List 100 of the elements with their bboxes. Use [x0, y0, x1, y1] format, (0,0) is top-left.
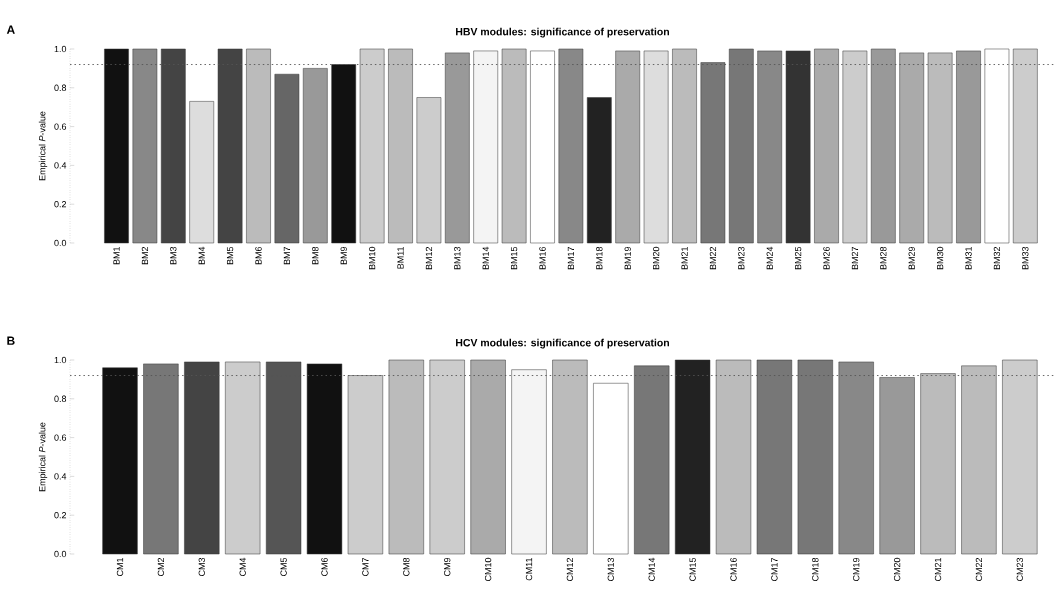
- x-tick-label: CM2: [157, 557, 165, 576]
- x-tick-label: CM3: [198, 557, 205, 576]
- bar: [615, 50, 641, 244]
- x-tick-label: BM1: [113, 246, 120, 265]
- x-tick-label: CM1: [116, 557, 124, 576]
- y-tick-label: 0.0: [54, 550, 67, 558]
- x-tick-label: CM20: [893, 557, 901, 581]
- x-tick-label: BM5: [226, 246, 234, 265]
- bar: [530, 50, 555, 244]
- bar: [274, 73, 300, 244]
- y-tick-label: 0.4: [54, 473, 67, 480]
- bar: [246, 48, 271, 244]
- y-tick-label: 0.2: [54, 201, 67, 208]
- x-tick-label: CM23: [1016, 557, 1023, 581]
- x-tick-label: CM19: [853, 557, 860, 581]
- x-tick-label: BM33: [1022, 246, 1029, 270]
- bar: [984, 48, 1010, 244]
- y-tick-label: 0.4: [54, 162, 67, 169]
- bar: [1012, 48, 1038, 244]
- x-tick-label: BM26: [823, 246, 830, 270]
- y-tick-label: 0.8: [54, 395, 67, 402]
- x-tick-label: BM11: [397, 246, 404, 269]
- x-tick-label: BM15: [510, 246, 518, 270]
- x-tick-label: BM22: [709, 246, 717, 270]
- x-tick-label: BM32: [993, 246, 1001, 270]
- x-tick-label: BM16: [539, 246, 546, 270]
- chart-title: HBV modules: significance of preservation: [456, 27, 669, 38]
- bar: [899, 52, 925, 244]
- x-tick-label: BM20: [652, 246, 660, 270]
- x-tick-label: CM16: [730, 557, 737, 581]
- chart-title: HCV modules: significance of preservation: [456, 338, 669, 349]
- x-tick-label: BM10: [368, 246, 376, 270]
- bar: [785, 50, 811, 244]
- bar: [359, 48, 385, 244]
- bar: [160, 48, 186, 244]
- x-tick-label: BM13: [454, 246, 461, 270]
- x-tick-label: BM6: [255, 246, 262, 265]
- y-axis-title: Empirical P-value: [38, 422, 48, 492]
- x-tick-label: CM15: [689, 557, 696, 581]
- bar: [927, 52, 953, 244]
- x-tick-label: BM18: [596, 246, 603, 270]
- x-tick-label: CM13: [607, 557, 614, 581]
- x-tick-label: BM14: [482, 246, 489, 270]
- x-tick-label: CM8: [403, 557, 410, 576]
- x-tick-label: BM29: [908, 246, 915, 270]
- y-tick-label: 1.0: [54, 45, 67, 53]
- bar: [132, 48, 158, 244]
- bar: [643, 50, 669, 244]
- bar: [558, 48, 584, 244]
- y-tick-label: 0.8: [54, 84, 67, 91]
- x-tick-label: BM8: [312, 246, 319, 265]
- bar: [501, 48, 527, 244]
- y-axis-title: Empirical P-value: [38, 111, 48, 181]
- bar: [388, 48, 413, 244]
- bar: [416, 97, 442, 244]
- bar: [814, 48, 839, 244]
- bar: [444, 52, 470, 244]
- x-tick-label: BM23: [738, 246, 745, 270]
- x-tick-label: BM2: [141, 246, 149, 265]
- x-tick-label: BM4: [198, 246, 205, 265]
- x-tick-label: CM17: [771, 557, 778, 581]
- bar: [870, 48, 896, 244]
- x-tick-label: BM3: [170, 246, 177, 265]
- x-tick-label: CM18: [812, 557, 819, 581]
- bar: [217, 48, 243, 244]
- x-tick-label: CM4: [239, 557, 246, 576]
- y-tick-label: 0.2: [54, 512, 67, 519]
- x-tick-label: CM7: [362, 557, 369, 576]
- text: B: [7, 336, 15, 345]
- bar: [728, 48, 754, 244]
- x-tick-label: BM24: [766, 246, 773, 270]
- x-tick-label: BM9: [340, 246, 347, 265]
- x-tick-label: CM21: [934, 557, 942, 581]
- y-tick-label: 0.6: [54, 123, 67, 130]
- x-tick-label: CM11: [525, 557, 533, 581]
- x-tick-label: BM25: [794, 246, 802, 270]
- x-tick-label: BM28: [880, 246, 887, 270]
- bar: [302, 68, 328, 244]
- x-tick-label: BM19: [624, 246, 631, 270]
- bar: [104, 48, 129, 244]
- x-tick-label: BM21: [681, 246, 688, 270]
- x-tick-label: CM14: [648, 557, 655, 581]
- x-tick-label: BM31: [965, 246, 972, 270]
- x-tick-label: CM6: [321, 557, 328, 576]
- bar: [672, 48, 697, 244]
- y-tick-label: 1.0: [54, 356, 67, 364]
- bar: [189, 101, 215, 244]
- bar: [331, 64, 357, 244]
- text: A: [6, 25, 15, 34]
- x-tick-label: BM27: [851, 246, 859, 270]
- x-tick-label: BM30: [936, 246, 944, 270]
- x-tick-label: CM22: [975, 557, 983, 581]
- bar: [700, 62, 726, 244]
- x-tick-label: CM9: [444, 557, 451, 576]
- y-tick-label: 0.6: [54, 434, 67, 441]
- bar: [757, 50, 783, 244]
- bar: [473, 50, 499, 244]
- bar: [586, 97, 612, 244]
- x-tick-label: CM10: [484, 557, 492, 581]
- x-tick-label: CM5: [280, 557, 287, 576]
